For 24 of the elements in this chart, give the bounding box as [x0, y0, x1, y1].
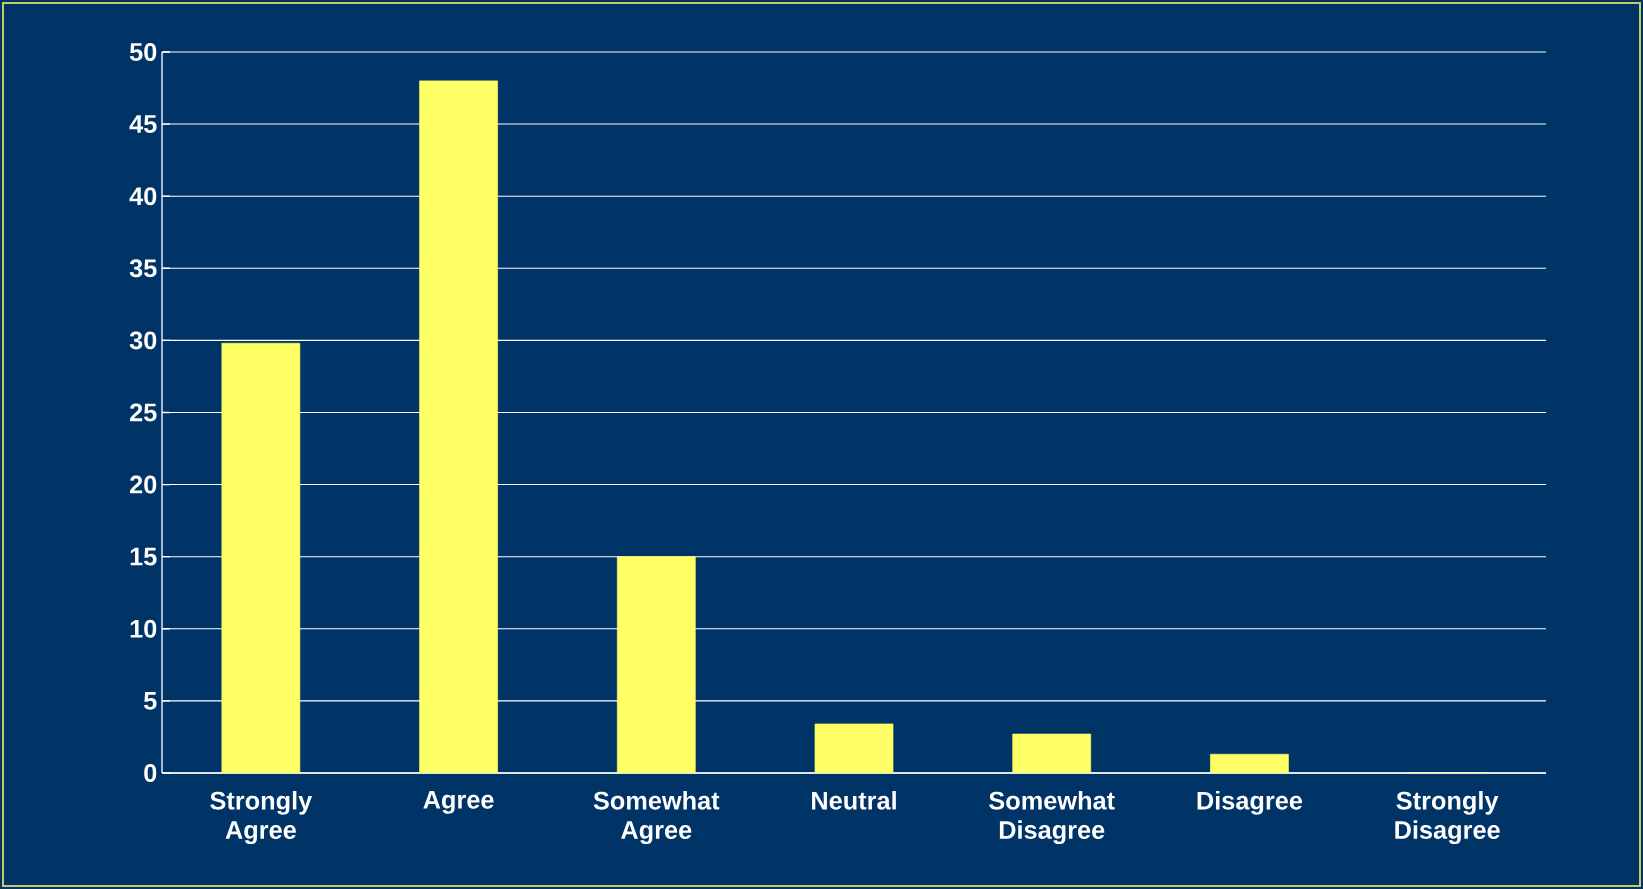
x-tick-label: Somewhat Disagree [989, 791, 1115, 845]
x-tick-label: Somewhat Agree [593, 791, 720, 845]
y-tick-label: 25 [130, 403, 157, 422]
x-tick-label: Neutral [812, 791, 896, 810]
bar [814, 723, 894, 773]
y-tick-label: 40 [129, 187, 157, 206]
x-tick-label: Strongly Disagree [1395, 791, 1500, 845]
y-tick-label: 20 [130, 475, 157, 494]
y-tick-label: 30 [129, 331, 157, 350]
y-tick-label: 0 [144, 764, 157, 782]
x-tick-label: Strongly Agree [210, 791, 313, 845]
bar [1210, 753, 1289, 773]
x-tick-label: Disagree [1197, 791, 1303, 815]
bar [616, 556, 696, 773]
bar [221, 342, 301, 773]
y-tick-label: 5 [143, 692, 157, 710]
y-tick-label: 45 [129, 115, 157, 133]
bar [1012, 733, 1092, 773]
y-tick-label: 15 [130, 547, 157, 566]
bar [419, 80, 498, 773]
y-tick-label: 50 [129, 43, 157, 61]
y-tick-label: 10 [130, 619, 157, 638]
x-tick-label: Agree [423, 791, 494, 814]
y-tick-label: 35 [129, 259, 157, 278]
